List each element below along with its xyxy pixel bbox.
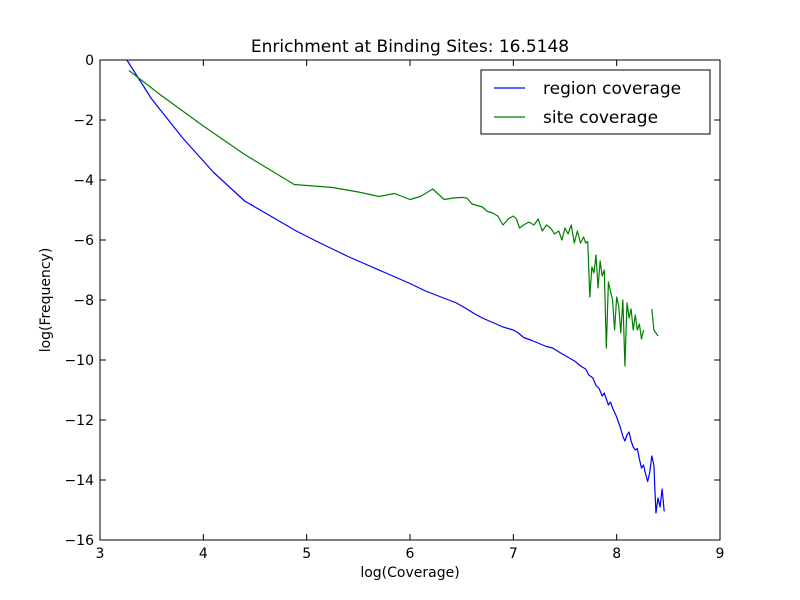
y-tick-label: −4 <box>73 173 94 189</box>
y-tick-label: −12 <box>64 413 94 429</box>
x-tick-label: 5 <box>302 546 311 562</box>
x-axis: 3 4 5 6 7 8 9 <box>96 60 725 562</box>
y-axis: 0 −2 −4 −6 −8 −10 −12 −14 −16 <box>64 53 720 549</box>
y-tick-label: −8 <box>73 293 94 309</box>
y-tick-label: −2 <box>73 113 94 129</box>
legend-box <box>480 69 711 135</box>
legend-label: site coverage <box>543 108 658 128</box>
y-tick-label: −14 <box>64 473 94 489</box>
x-tick-label: 7 <box>509 546 518 562</box>
y-tick-label: 0 <box>85 53 94 69</box>
legend-label: region coverage <box>543 79 681 99</box>
x-tick-label: 9 <box>716 546 725 562</box>
y-tick-label: −16 <box>64 533 94 549</box>
y-tick-label: −10 <box>64 353 94 369</box>
y-tick-label: −6 <box>73 233 94 249</box>
chart-title: Enrichment at Binding Sites: 16.5148 <box>251 37 569 57</box>
x-tick-label: 8 <box>612 546 621 562</box>
series-line-site-coverage <box>128 70 659 367</box>
x-axis-label: log(Coverage) <box>360 565 459 581</box>
x-tick-label: 6 <box>406 546 415 562</box>
y-axis-label: log(Frequency) <box>38 248 54 353</box>
series-layer <box>126 59 665 514</box>
series-line-region-coverage <box>126 59 665 514</box>
x-tick-label: 4 <box>199 546 208 562</box>
x-tick-label: 3 <box>96 546 105 562</box>
legend: region coverage site coverage <box>480 69 711 135</box>
